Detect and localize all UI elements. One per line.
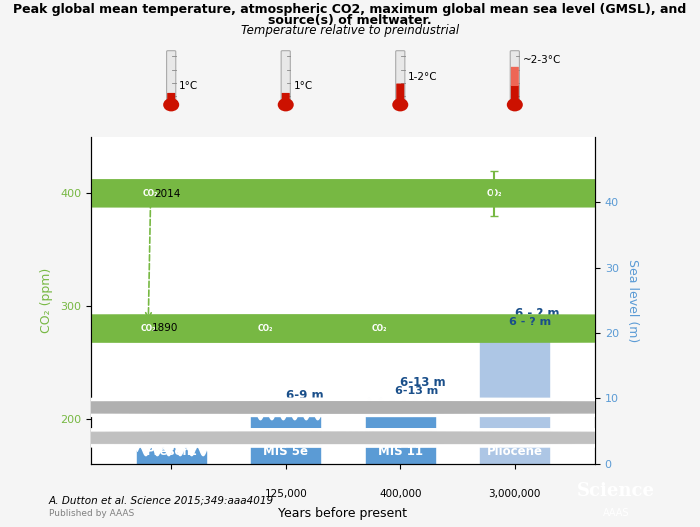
- Text: Years before present: Years before present: [279, 506, 407, 520]
- Text: 2014: 2014: [154, 189, 181, 199]
- Circle shape: [278, 98, 294, 111]
- Text: source(s) of meltwater.: source(s) of meltwater.: [268, 14, 432, 27]
- Circle shape: [0, 432, 700, 444]
- Text: 6-9 m: 6-9 m: [280, 399, 316, 409]
- FancyBboxPatch shape: [167, 93, 175, 104]
- FancyBboxPatch shape: [396, 83, 405, 104]
- Circle shape: [0, 429, 700, 447]
- Text: CO₂: CO₂: [486, 189, 502, 198]
- Circle shape: [0, 398, 700, 416]
- Text: 3,000,000: 3,000,000: [489, 489, 541, 499]
- Bar: [366, 402, 435, 464]
- Text: Pliocene: Pliocene: [486, 445, 542, 458]
- FancyBboxPatch shape: [510, 51, 519, 105]
- Circle shape: [0, 429, 700, 447]
- FancyBboxPatch shape: [511, 67, 519, 86]
- Circle shape: [0, 398, 700, 416]
- Bar: [251, 415, 320, 464]
- Text: 6-13 m: 6-13 m: [400, 376, 446, 388]
- Circle shape: [163, 98, 179, 111]
- Text: 6 - ? m: 6 - ? m: [509, 317, 551, 327]
- Text: 400,000: 400,000: [379, 489, 421, 499]
- Text: Temperature relative to preindustrial: Temperature relative to preindustrial: [241, 24, 459, 37]
- Text: ~2-3°C: ~2-3°C: [523, 55, 561, 65]
- FancyBboxPatch shape: [395, 51, 405, 105]
- Text: CO₂: CO₂: [141, 324, 156, 333]
- Circle shape: [0, 315, 700, 342]
- Text: 6-13 m: 6-13 m: [395, 386, 438, 396]
- FancyBboxPatch shape: [511, 85, 519, 104]
- Circle shape: [0, 398, 700, 416]
- Circle shape: [0, 429, 700, 447]
- Text: CO₂: CO₂: [372, 324, 387, 333]
- Circle shape: [392, 98, 408, 111]
- Text: 1°C: 1°C: [179, 82, 199, 92]
- Text: MIS 5e: MIS 5e: [263, 445, 308, 458]
- Circle shape: [0, 401, 700, 414]
- Text: 6-9 m: 6-9 m: [286, 389, 323, 402]
- Text: Science: Science: [577, 482, 655, 500]
- Text: Present: Present: [146, 445, 197, 458]
- Circle shape: [0, 401, 700, 414]
- Circle shape: [0, 432, 700, 444]
- Text: Peak global mean temperature, atmospheric CO2, maximum global mean sea level (GM: Peak global mean temperature, atmospheri…: [13, 3, 687, 16]
- Circle shape: [0, 398, 700, 416]
- Y-axis label: Sea level (m): Sea level (m): [626, 259, 639, 342]
- Text: CO₂: CO₂: [143, 189, 158, 198]
- Y-axis label: CO₂ (ppm): CO₂ (ppm): [40, 268, 53, 333]
- Text: 6 - ? m: 6 - ? m: [514, 307, 559, 320]
- Circle shape: [0, 432, 700, 444]
- Circle shape: [0, 429, 700, 447]
- Text: AAAS: AAAS: [603, 508, 629, 518]
- Text: MIS 11: MIS 11: [378, 445, 423, 458]
- Text: 1°C: 1°C: [294, 82, 313, 92]
- Circle shape: [507, 98, 523, 111]
- Text: CO₂: CO₂: [258, 324, 273, 333]
- Circle shape: [0, 401, 700, 414]
- Bar: [136, 451, 206, 464]
- Circle shape: [0, 432, 700, 444]
- Text: 1890: 1890: [152, 323, 178, 333]
- Text: 1-2°C: 1-2°C: [408, 72, 438, 82]
- Text: Published by AAAS: Published by AAAS: [49, 510, 134, 519]
- Circle shape: [0, 180, 700, 207]
- Circle shape: [0, 315, 700, 342]
- FancyBboxPatch shape: [281, 93, 290, 104]
- Bar: [480, 333, 550, 464]
- Circle shape: [0, 180, 700, 207]
- FancyBboxPatch shape: [281, 51, 290, 105]
- Text: 125,000: 125,000: [265, 489, 307, 499]
- FancyBboxPatch shape: [167, 51, 176, 105]
- Text: A. Dutton et al. Science 2015;349:aaa4019: A. Dutton et al. Science 2015;349:aaa401…: [49, 495, 274, 505]
- Circle shape: [0, 401, 700, 414]
